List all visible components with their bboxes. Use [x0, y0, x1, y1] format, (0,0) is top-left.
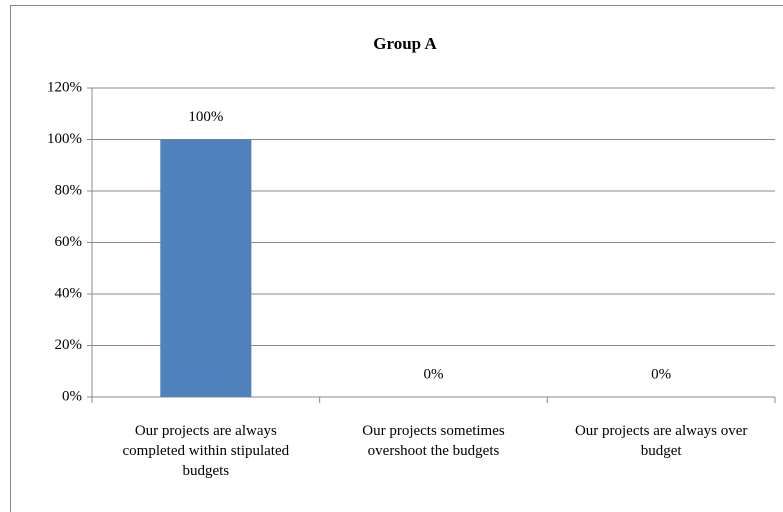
x-tick-label: Our projects are always completed within… [122, 423, 290, 479]
chart-border [10, 5, 783, 512]
y-tick-label: 100% [47, 131, 82, 147]
y-tick-label: 0% [62, 388, 82, 404]
x-tick-label: Our projects are always over budget [574, 423, 748, 459]
data-label: 0% [424, 366, 444, 382]
y-tick-label: 20% [55, 337, 83, 353]
bar [160, 139, 252, 397]
data-label: 0% [651, 366, 671, 382]
y-tick-label: 60% [55, 234, 83, 250]
x-tick-label: Our projects sometimes overshoot the bud… [362, 423, 505, 459]
y-tick-label: 120% [47, 79, 82, 95]
data-label: 100% [188, 109, 223, 125]
chart-title: Group A [373, 34, 437, 53]
y-tick-label: 40% [55, 285, 83, 301]
y-tick-label: 80% [55, 182, 83, 198]
